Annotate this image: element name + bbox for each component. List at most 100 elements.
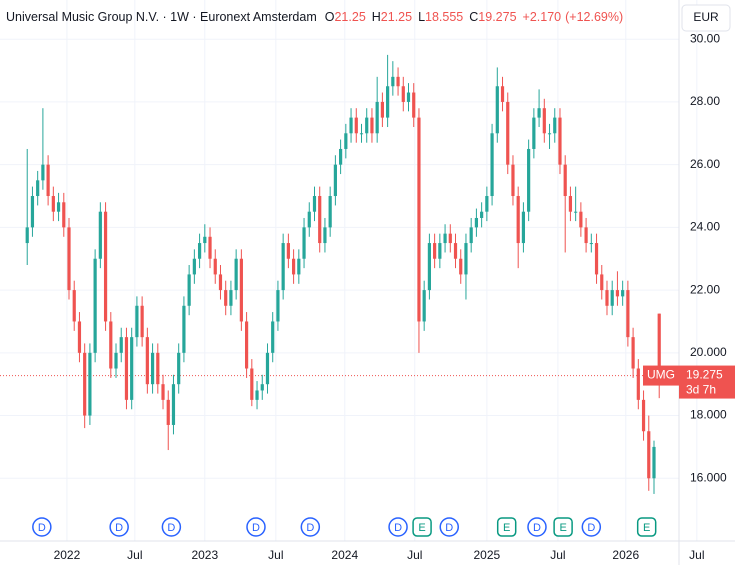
- price-tag: [679, 365, 735, 399]
- ohlc-label: C: [469, 10, 478, 24]
- candle-body: [25, 227, 29, 244]
- candle-body: [344, 133, 348, 149]
- y-tick-label: 20.000: [690, 345, 727, 359]
- candle-body: [605, 290, 609, 306]
- event-marker[interactable]: D: [109, 517, 129, 537]
- header: Universal Music Group N.V. · 1W · Eurone…: [6, 10, 623, 24]
- candle-body: [558, 117, 562, 165]
- candle-body: [386, 86, 390, 118]
- candle-body: [177, 352, 181, 385]
- candle-body: [500, 86, 505, 102]
- candle-body: [537, 108, 541, 118]
- event-marker[interactable]: D: [32, 517, 52, 537]
- x-tick-label: Jul: [407, 548, 422, 562]
- event-marker[interactable]: E: [496, 517, 517, 537]
- event-label: E: [503, 522, 510, 534]
- y-tick-label: 22.00: [690, 282, 720, 296]
- y-tick-label: 30.00: [690, 31, 720, 45]
- candle-body: [339, 148, 343, 165]
- candle-body: [93, 258, 97, 353]
- x-tick-label: Jul: [127, 548, 142, 562]
- x-tick-label: 2023: [191, 548, 218, 562]
- symbol-tag: [643, 365, 679, 386]
- event-badge: [109, 517, 129, 537]
- candle-body: [401, 86, 405, 102]
- candle-body: [631, 337, 635, 369]
- candle-body: [516, 196, 520, 244]
- candle-body: [464, 243, 468, 275]
- candle-body: [150, 352, 155, 385]
- candle-body: [532, 117, 536, 149]
- x-tick-label: Jul: [689, 548, 704, 562]
- candle-body: [579, 211, 583, 228]
- candle-body: [276, 290, 280, 322]
- candle-body: [244, 321, 249, 369]
- candle-body: [119, 337, 123, 353]
- candle-body: [187, 274, 191, 306]
- candle-body: [72, 290, 76, 322]
- candle-body: [333, 164, 337, 197]
- change: +2.170: [523, 10, 562, 24]
- candle-body: [265, 352, 270, 385]
- candle-body: [459, 258, 463, 275]
- candle-body: [130, 337, 134, 400]
- candle-body: [83, 352, 87, 416]
- countdown: 3d 7h: [686, 383, 716, 397]
- event-label: D: [38, 522, 46, 534]
- event-label: D: [533, 522, 541, 534]
- candle-body: [192, 258, 196, 275]
- candle-body: [563, 164, 567, 197]
- event-label: E: [418, 522, 425, 534]
- candle-body: [182, 305, 186, 353]
- event-badge: [553, 517, 573, 537]
- candle-body: [412, 92, 416, 118]
- event-badge: [388, 517, 408, 537]
- candle-body: [171, 384, 176, 425]
- event-marker[interactable]: E: [553, 517, 573, 537]
- candle-body: [297, 258, 301, 275]
- candle-body: [260, 384, 264, 391]
- event-marker[interactable]: D: [527, 517, 547, 537]
- candle-body: [406, 92, 411, 102]
- candle-body: [109, 321, 113, 369]
- candle-body: [62, 202, 66, 228]
- candle-body: [281, 243, 285, 291]
- ohlc-value: 19.275: [478, 10, 516, 24]
- event-marker[interactable]: E: [636, 517, 657, 537]
- event-marker[interactable]: D: [439, 517, 459, 537]
- event-marker[interactable]: D: [246, 517, 266, 537]
- y-tick-label: 26.00: [690, 157, 720, 171]
- event-marker[interactable]: E: [412, 517, 432, 537]
- candle-body: [584, 227, 588, 244]
- event-badge: [161, 517, 182, 537]
- event-marker[interactable]: D: [161, 517, 182, 537]
- candle-body: [229, 290, 233, 306]
- event-badge: [412, 517, 432, 537]
- event-label: D: [394, 522, 402, 534]
- candle-body: [312, 196, 317, 212]
- event-marker[interactable]: D: [581, 517, 602, 537]
- candle-body: [657, 313, 661, 376]
- x-tick-label: Jul: [268, 548, 283, 562]
- candle-body: [652, 446, 656, 479]
- candle-body: [203, 236, 207, 244]
- candle-body: [218, 274, 223, 291]
- y-tick-label: 18.000: [690, 408, 727, 422]
- candle-body: [438, 243, 442, 259]
- candle-body: [271, 321, 275, 353]
- candle-body: [527, 148, 531, 212]
- event-marker[interactable]: D: [300, 517, 321, 537]
- ohlc-value: 21.25: [334, 10, 365, 24]
- candle-body: [589, 243, 593, 245]
- candle-body: [610, 290, 614, 306]
- event-badge: [439, 517, 459, 537]
- event-marker[interactable]: D: [388, 517, 408, 537]
- x-tick-label: 2025: [474, 548, 501, 562]
- event-label: D: [306, 522, 314, 534]
- candle-body: [453, 243, 458, 259]
- currency-box[interactable]: [681, 4, 731, 32]
- candle-body: [417, 117, 421, 322]
- candle-body: [621, 290, 625, 297]
